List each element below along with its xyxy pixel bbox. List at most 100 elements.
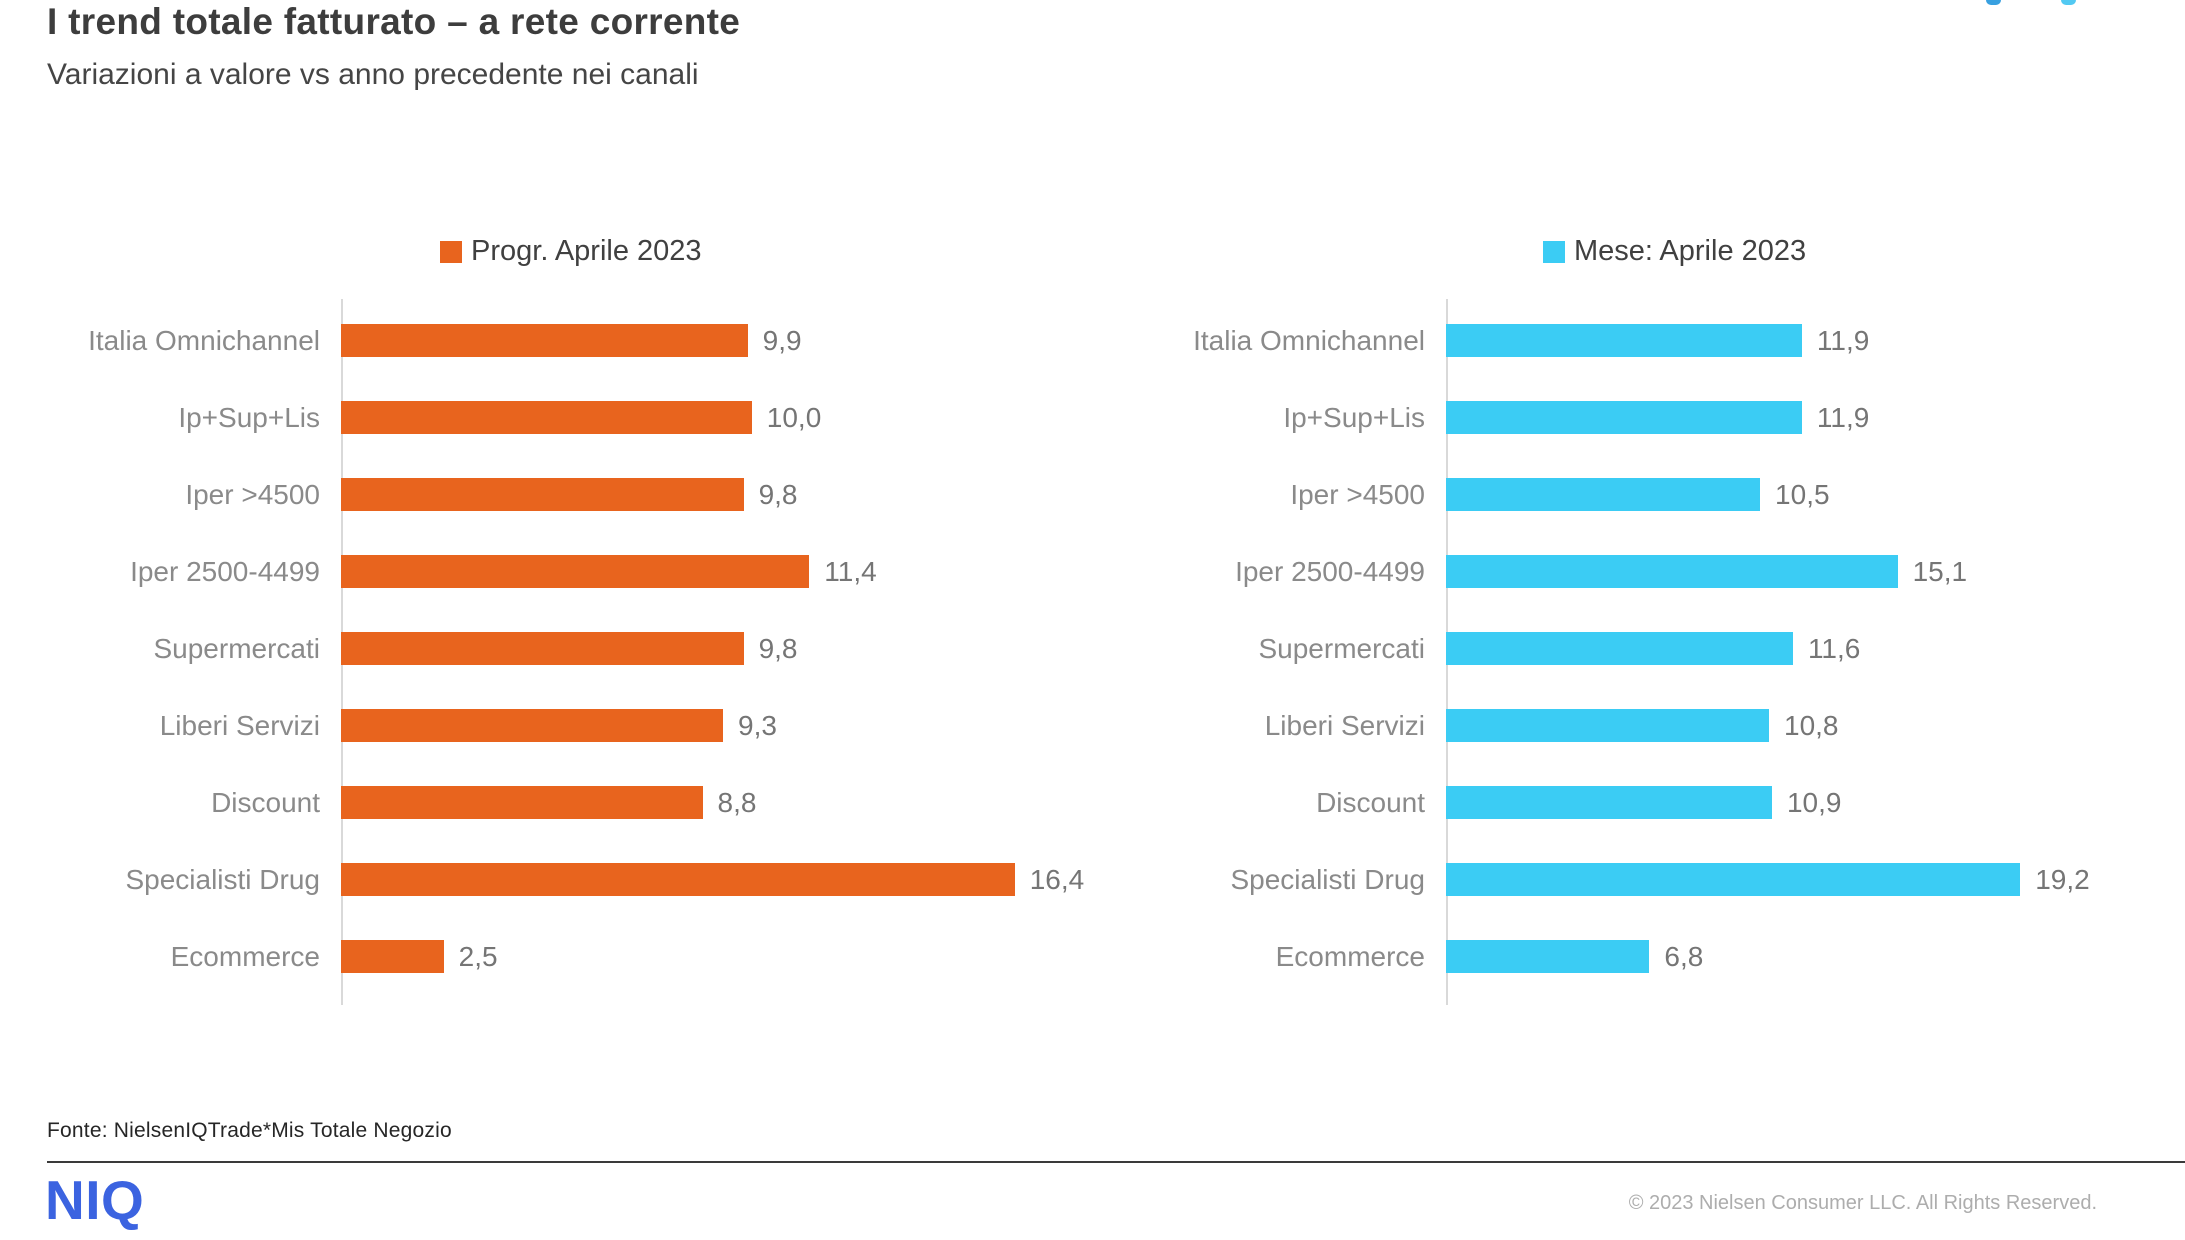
chart-row: Specialisti Drug 16,4 [40, 841, 1101, 918]
category-label: Ip+Sup+Lis [178, 401, 320, 433]
value-label: 11,6 [1807, 632, 1861, 664]
value-label: 11,9 [1816, 324, 1870, 356]
legend-label: Mese: Aprile 2023 [1574, 235, 1807, 267]
chart-row: Specialisti Drug 19,2 [1145, 841, 2090, 918]
bar [341, 863, 1015, 896]
category-label: Specialisti Drug [1230, 863, 1425, 895]
bar-track: 9,8 [341, 478, 1101, 511]
legend-label: Progr. Aprile 2023 [471, 235, 702, 267]
bar [1446, 709, 1769, 742]
bar [341, 786, 703, 819]
category-label: Iper >4500 [1290, 478, 1425, 510]
value-label: 11,4 [824, 555, 877, 587]
bar [341, 401, 752, 434]
chart-row: Supermercati 11,6 [1145, 610, 2086, 687]
bar-track: 11,9 [1446, 324, 2086, 357]
chart-row: Discount 10,9 [1145, 764, 2086, 841]
bar-track: 10,8 [1446, 709, 2086, 742]
value-label: 8,8 [717, 786, 757, 818]
bar-track: 2,5 [341, 940, 1101, 973]
bar-track: 9,3 [341, 709, 1101, 742]
value-label: 9,8 [758, 478, 798, 510]
chart-row: Iper >4500 9,8 [40, 456, 1101, 533]
chart-row: Iper 2500-4499 11,4 [40, 533, 1101, 610]
category-label: Italia Omnichannel [1193, 324, 1425, 356]
bar-track: 19,2 [1446, 863, 2090, 896]
bar [1446, 863, 2021, 896]
cropped-icon [1986, 0, 2001, 5]
value-label: 10,9 [1786, 786, 1842, 818]
value-label: 6,8 [1664, 940, 1704, 972]
bar [1446, 632, 1793, 665]
chart-row: Liberi Servizi 10,8 [1145, 687, 2086, 764]
chart-row: Iper 2500-4499 15,1 [1145, 533, 2086, 610]
category-label: Supermercati [1258, 632, 1425, 664]
bar [1446, 478, 1761, 511]
category-label: Liberi Servizi [1264, 709, 1425, 741]
value-label: 11,9 [1816, 401, 1870, 433]
bar [341, 709, 724, 742]
value-label: 9,8 [758, 632, 798, 664]
bar [1446, 555, 1898, 588]
bar [1446, 786, 1772, 819]
legend-swatch-orange [440, 240, 462, 263]
bar [1446, 324, 1802, 357]
legend-mese: Mese: Aprile 2023 [1543, 235, 1806, 268]
bar-track: 8,8 [341, 786, 1101, 819]
category-label: Specialisti Drug [125, 863, 320, 895]
bar-track: 11,6 [1446, 632, 2086, 665]
chart-row: Ecommerce 6,8 [1145, 918, 2086, 995]
legend-progr: Progr. Aprile 2023 [440, 235, 702, 268]
bar-track: 16,4 [341, 863, 1101, 896]
value-label: 10,5 [1775, 478, 1830, 510]
bar-track: 6,8 [1446, 940, 2086, 973]
category-label: Italia Omnichannel [88, 324, 320, 356]
chart-row: Ip+Sup+Lis 10,0 [40, 379, 1101, 456]
page-subtitle: Variazioni a valore vs anno precedente n… [47, 58, 699, 91]
bar-track: 10,5 [1446, 478, 2086, 511]
bar [341, 940, 444, 973]
category-label: Discount [211, 786, 320, 818]
bar [341, 324, 748, 357]
chart-row: Italia Omnichannel 9,9 [40, 302, 1101, 379]
bar-track: 9,9 [341, 324, 1101, 357]
value-label: 10,8 [1784, 709, 1839, 741]
bar-track: 10,9 [1446, 786, 2086, 819]
chart-row: Discount 8,8 [40, 764, 1101, 841]
chart-row: Iper >4500 10,5 [1145, 456, 2086, 533]
category-label: Iper >4500 [185, 478, 320, 510]
bar-track: 11,9 [1446, 401, 2086, 434]
category-label: Ip+Sup+Lis [1283, 401, 1425, 433]
category-label: Ecommerce [1275, 940, 1425, 972]
value-label: 19,2 [2035, 863, 2090, 895]
value-label: 9,3 [738, 709, 777, 741]
value-label: 2,5 [458, 940, 498, 972]
footer-divider [47, 1161, 2185, 1163]
chart-row: Supermercati 9,8 [40, 610, 1101, 687]
page-title: I trend totale fatturato – a rete corren… [47, 1, 741, 42]
source-note: Fonte: NielsenIQTrade*Mis Totale Negozio [47, 1119, 452, 1142]
value-label: 16,4 [1029, 863, 1085, 895]
bar [341, 632, 744, 665]
bar-chart-progr-aprile: Italia Omnichannel 9,9 Ip+Sup+Lis 10,0 Iper … [40, 299, 1101, 1005]
bar-track: 10,0 [341, 401, 1101, 434]
chart-row: Italia Omnichannel 11,9 [1145, 302, 2086, 379]
category-label: Discount [1316, 786, 1425, 818]
bar-chart-mese-aprile: Italia Omnichannel 11,9 Ip+Sup+Lis 11,9 Iper… [1145, 299, 2090, 1005]
bar-track: 9,8 [341, 632, 1101, 665]
bar [1446, 401, 1802, 434]
bar [1446, 940, 1650, 973]
value-label: 15,1 [1912, 555, 1968, 587]
category-label: Liberi Servizi [159, 709, 320, 741]
bar [341, 555, 810, 588]
copyright-text: © 2023 Nielsen Consumer LLC. All Rights … [1628, 1192, 2097, 1214]
category-label: Iper 2500-4499 [1235, 555, 1425, 587]
legend-swatch-cyan [1543, 240, 1565, 263]
bar [341, 478, 744, 511]
bar-track: 11,4 [341, 555, 1101, 588]
category-label: Ecommerce [170, 940, 320, 972]
category-label: Iper 2500-4499 [130, 555, 320, 587]
chart-row: Ip+Sup+Lis 11,9 [1145, 379, 2086, 456]
category-label: Supermercati [153, 632, 320, 664]
